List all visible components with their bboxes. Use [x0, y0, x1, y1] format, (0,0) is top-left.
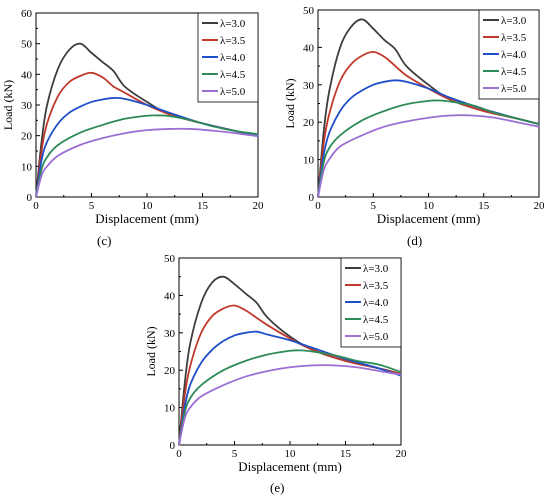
- y-tick-label: 40: [164, 290, 176, 302]
- y-tick-label: 60: [21, 8, 33, 20]
- y-axis-label: Load (kN): [144, 326, 158, 376]
- y-tick-label: 50: [303, 5, 315, 17]
- panel-label-c: (c): [97, 233, 112, 248]
- legend-label: λ=3.5: [501, 32, 527, 44]
- series-line: [317, 114, 540, 198]
- y-tick-label: 50: [164, 253, 176, 265]
- y-tick-label: 30: [164, 328, 176, 340]
- legend-label: λ=3.0: [220, 18, 246, 30]
- chart-d: 0 5 10 15 20 0 10 20 30 40 50 Displacement (mm) Load…: [283, 5, 545, 226]
- series-line: [317, 50, 540, 198]
- y-tick-label: 0: [27, 192, 33, 204]
- panel-label-e: (e): [270, 480, 285, 495]
- chart-e: 0 5 10 15 20 0 10 20 30 40 50 Displacement (mm) Load…: [144, 253, 407, 474]
- legend-label: λ=5.0: [501, 83, 527, 95]
- series-line: [178, 330, 402, 446]
- y-tick-label: 40: [303, 42, 315, 54]
- legend-label: λ=3.5: [363, 280, 389, 292]
- x-tick-label: 10: [142, 200, 154, 212]
- x-tick-label: 10: [423, 200, 435, 212]
- y-tick-label: 20: [164, 365, 176, 377]
- x-tick-label: 20: [253, 200, 265, 212]
- y-tick-label: 30: [303, 80, 315, 92]
- legend-label: λ=5.0: [220, 86, 246, 98]
- series-line: [178, 364, 402, 446]
- x-tick-label: 15: [340, 448, 352, 460]
- panel-label-d: (d): [407, 233, 423, 248]
- legend-label: λ=3.0: [363, 263, 389, 275]
- y-tick-label: 0: [170, 440, 176, 452]
- series-line: [35, 127, 259, 198]
- x-tick-label: 5: [371, 200, 377, 212]
- legend-label: λ=4.0: [220, 52, 246, 64]
- y-tick-label: 50: [21, 39, 33, 51]
- series-line: [35, 96, 259, 198]
- series-line: [178, 349, 402, 446]
- legend-label: λ=3.0: [501, 15, 527, 27]
- legend-label: λ=4.5: [363, 314, 389, 326]
- legend-label: λ=3.5: [220, 35, 246, 47]
- x-axis-label: Displacement (mm): [238, 459, 342, 474]
- x-tick-label: 15: [197, 200, 209, 212]
- x-tick-label: 20: [396, 448, 408, 460]
- y-axis-label: Load (kN): [283, 78, 297, 128]
- y-tick-label: 30: [21, 100, 33, 112]
- legend-label: λ=4.5: [501, 66, 527, 78]
- x-tick-label: 0: [176, 448, 182, 460]
- legend-label: λ=5.0: [363, 331, 389, 343]
- x-tick-label: 15: [478, 200, 490, 212]
- y-tick-label: 20: [303, 117, 315, 129]
- legend-label: λ=4.5: [220, 69, 246, 81]
- series-line: [317, 99, 540, 198]
- legend-label: λ=4.0: [501, 49, 527, 61]
- x-tick-label: 0: [315, 200, 321, 212]
- chart-c: 0 5 10 15 20 0 10 20 30 40 50 60 Displacement (mm) Lo…: [1, 8, 264, 226]
- legend-label: λ=4.0: [363, 297, 389, 309]
- y-axis-label: Load (kN): [1, 80, 15, 130]
- y-tick-label: 10: [164, 403, 176, 415]
- x-tick-label: 5: [89, 200, 95, 212]
- series-line: [35, 114, 259, 198]
- y-tick-label: 0: [309, 192, 315, 204]
- x-tick-label: 0: [33, 200, 39, 212]
- y-tick-label: 40: [21, 69, 33, 81]
- x-tick-label: 5: [232, 448, 238, 460]
- x-axis-label: Displacement (mm): [377, 211, 481, 226]
- y-tick-label: 10: [303, 155, 315, 167]
- x-tick-label: 20: [534, 200, 546, 212]
- y-tick-label: 10: [21, 161, 33, 173]
- series-line: [178, 304, 402, 446]
- x-axis-label: Displacement (mm): [95, 211, 199, 226]
- y-tick-label: 20: [21, 131, 33, 143]
- x-tick-label: 10: [285, 448, 297, 460]
